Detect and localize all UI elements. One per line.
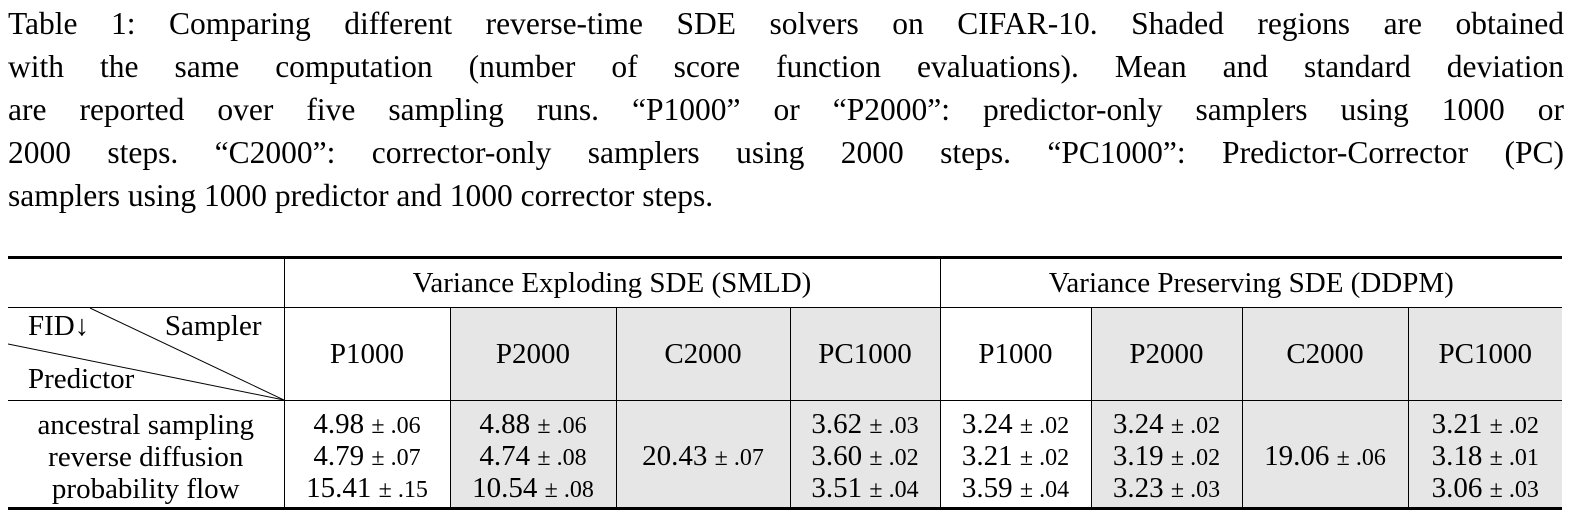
row-label: probability flow [8, 473, 284, 510]
row-label: ancestral sampling [8, 400, 284, 441]
column-header: C2000 [1241, 307, 1408, 401]
results-table: Variance Exploding SDE (SMLD) Variance P… [8, 256, 1562, 510]
cell-std: ± .03 [1170, 477, 1221, 503]
cell-std: ± .07 [714, 445, 764, 471]
column-header: P1000 [283, 307, 450, 401]
row-label: reverse diffusion [48, 441, 244, 473]
cell-std: ± .07 [371, 445, 421, 471]
cell-std: ± .02 [1170, 413, 1221, 439]
cell-value: 3.06 [1431, 472, 1483, 504]
table-cell: 4.98 ± .06 [283, 400, 450, 441]
cell-value: 4.88 [479, 408, 531, 440]
table-cell [1241, 473, 1408, 510]
cell-std: ± .04 [869, 477, 919, 503]
cell-std: ± .02 [869, 445, 919, 471]
cell-std: ± .06 [371, 413, 421, 439]
cell-value: 3.60 [811, 440, 863, 472]
table-cell: 3.24 ± .02 [939, 400, 1091, 441]
cell-std: ± .02 [1170, 445, 1221, 471]
fid-label: FID↓ [28, 310, 90, 342]
cell-value: 3.59 [961, 472, 1013, 504]
group-header-ve: Variance Exploding SDE (SMLD) [283, 259, 940, 308]
cell-std: ± .04 [1019, 477, 1070, 503]
cell-value: 3.19 [1112, 440, 1164, 472]
cell-value: 3.18 [1431, 440, 1483, 472]
cell-value: 4.98 [313, 408, 365, 440]
table-cell: 3.19 ± .02 [1090, 440, 1242, 473]
table-cell: 19.06 ± .06 [1241, 440, 1408, 473]
cell-std: ± .02 [1019, 445, 1070, 471]
table-row: ancestral sampling 4.98 ± .06 4.88 ± .06… [8, 400, 1562, 441]
table-cell [1241, 400, 1408, 441]
table-cell: 3.18 ± .01 [1407, 440, 1562, 473]
caption-line: Table 1: Comparing different reverse-tim… [8, 6, 1564, 41]
predictor-label: Predictor [28, 363, 135, 395]
table-cell: 3.21 ± .02 [1407, 400, 1562, 441]
table-cell [615, 400, 790, 441]
column-header: C2000 [615, 307, 790, 401]
cell-value: 19.06 [1264, 440, 1330, 472]
corner-header: FID↓ Sampler Predictor [8, 307, 284, 401]
cell-value: 3.24 [961, 408, 1013, 440]
cell-std: ± .02 [1489, 413, 1539, 439]
table-cell: 3.59 ± .04 [939, 472, 1091, 510]
table-cell: 4.79 ± .07 [283, 440, 450, 473]
cell-std: ± .15 [378, 477, 428, 503]
column-header: PC1000 [789, 307, 940, 401]
caption-line: are reported over five sampling runs. “P… [8, 92, 1564, 127]
caption-line: with the same computation (number of sco… [8, 49, 1564, 84]
cell-std: ± .03 [1489, 477, 1539, 503]
cell-value: 3.51 [811, 472, 863, 504]
caption-line: 2000 steps. “C2000”: corrector-only samp… [8, 135, 1564, 170]
group-header-vp: Variance Preserving SDE (DDPM) [939, 259, 1562, 308]
caption-line: samplers using 1000 predictor and 1000 c… [8, 178, 714, 213]
diagonal-lines [8, 308, 284, 400]
column-header: PC1000 [1407, 307, 1562, 401]
cell-value: 3.21 [961, 440, 1013, 472]
cell-value: 3.62 [811, 408, 863, 440]
cell-std: ± .03 [869, 413, 919, 439]
table-row: reverse diffusion 4.79 ± .07 4.74 ± .08 … [8, 441, 1562, 473]
cell-std: ± .02 [1019, 413, 1070, 439]
table-cell: 3.51 ± .04 [789, 472, 940, 510]
cell-value: 4.79 [313, 440, 365, 472]
cell-std: ± .08 [544, 477, 594, 503]
cell-value: 15.41 [306, 472, 372, 504]
cell-value: 3.23 [1112, 472, 1164, 504]
table-cell: 3.23 ± .03 [1090, 472, 1242, 510]
group-header-row: Variance Exploding SDE (SMLD) Variance P… [8, 259, 1562, 308]
cell-value: 3.21 [1431, 408, 1483, 440]
table-cell: 3.21 ± .02 [939, 440, 1091, 473]
cell-std: ± .06 [1336, 445, 1386, 471]
column-header: P2000 [1090, 307, 1242, 401]
table-row: probability flow 15.41 ± .15 10.54 ± .08… [8, 472, 1562, 510]
table-cell: 3.60 ± .02 [789, 440, 940, 473]
column-header-row: FID↓ Sampler Predictor P1000 P2000 C2000… [8, 307, 1562, 401]
cell-value: 3.24 [1112, 408, 1164, 440]
cell-value: 20.43 [642, 440, 708, 472]
table-cell: 4.74 ± .08 [449, 440, 616, 473]
table-cell [615, 473, 790, 510]
column-header: P2000 [449, 307, 616, 401]
cell-value: 4.74 [479, 440, 531, 472]
table-cell: 20.43 ± .07 [615, 440, 790, 473]
table-cell: 3.24 ± .02 [1090, 400, 1242, 441]
cell-value: 10.54 [472, 472, 538, 504]
cell-std: ± .06 [537, 413, 587, 439]
table-cell: 3.62 ± .03 [789, 400, 940, 441]
table-cell: 3.06 ± .03 [1407, 472, 1562, 510]
column-header: P1000 [939, 307, 1091, 401]
cell-std: ± .01 [1489, 445, 1539, 471]
sampler-label: Sampler [164, 310, 262, 342]
table-caption: Table 1: Comparing different reverse-tim… [8, 2, 1564, 217]
table-cell: 10.54 ± .08 [449, 472, 616, 510]
table-cell: 4.88 ± .06 [449, 400, 616, 441]
table-cell: 15.41 ± .15 [283, 472, 450, 510]
cell-std: ± .08 [537, 445, 587, 471]
